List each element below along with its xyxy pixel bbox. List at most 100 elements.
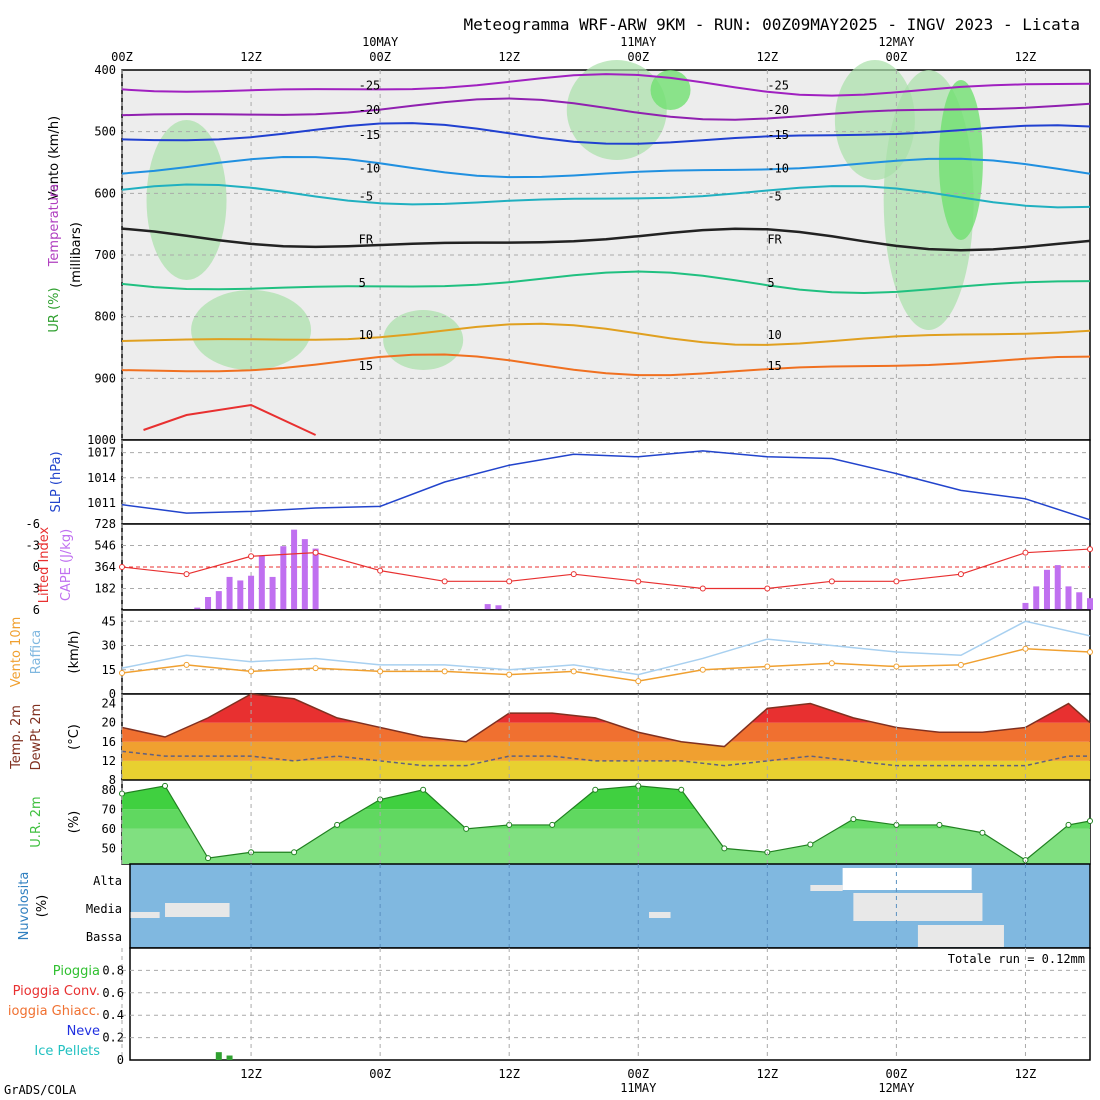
cloud-cover-block [649, 912, 671, 918]
wind-point [119, 670, 125, 676]
slp-tick-label: 1011 [87, 496, 116, 510]
temp2m-label: Temp. 2m [9, 705, 24, 770]
pressure-tick-label: 1000 [87, 433, 116, 447]
chart-title: Meteogramma WRF-ARW 9KM - RUN: 00Z09MAY2… [464, 15, 1081, 34]
raffica-label: Raffica [29, 630, 44, 674]
bottom-time-tick-label: 00Z [886, 1067, 908, 1081]
wind-point [570, 668, 577, 675]
isotherm-label: 15 [359, 359, 373, 373]
isotherm-line [121, 183, 1091, 209]
rh-point [979, 829, 986, 836]
cape-bar [484, 604, 491, 610]
pressure-tick-label: 400 [94, 63, 116, 77]
cloud-cover-block [917, 925, 1004, 947]
top-time-tick-label: 12Z [756, 50, 778, 64]
cloud-cover-block [853, 893, 983, 921]
isotherm-label: -15 [767, 128, 789, 142]
rh-point [721, 845, 728, 852]
alta-label: Alta [93, 874, 122, 888]
rh-point [635, 782, 642, 789]
neve-legend: Neve [67, 1024, 100, 1039]
slp-tick-label: 1017 [87, 446, 116, 460]
isotherm-line [121, 97, 1091, 121]
gust-series-line [121, 620, 1091, 676]
isotherm-label: -20 [359, 103, 381, 117]
cape-bar [1043, 569, 1050, 610]
lifted-tick-label: 0 [33, 560, 40, 574]
precip-tick-label: 0.8 [102, 963, 124, 977]
cape-tick-label: 364 [94, 560, 116, 574]
precip-tick-label: 0.6 [102, 986, 124, 1000]
cape-bar [1087, 598, 1093, 610]
cloud-cover-block [842, 868, 972, 890]
wind-point [1022, 645, 1029, 652]
rh-tick-label: 50 [102, 841, 116, 855]
wind-point [957, 661, 964, 668]
wind10m-panel: 0 15 30 45 [102, 609, 1093, 701]
isotherm-line [143, 403, 317, 436]
lifted-point [764, 585, 771, 592]
bottom-date-label: 12MAY [878, 1081, 915, 1095]
cape-bar [237, 580, 244, 610]
isotherm-line [121, 227, 1091, 252]
slp-label: SLP (hPa) [49, 451, 64, 512]
dewpt2m-label: DewPt 2m [29, 704, 44, 771]
cape-bar [280, 546, 287, 610]
temp-tick-label: 12 [102, 754, 116, 768]
isotherm-label: -5 [767, 189, 781, 203]
cloud-cover-block [810, 885, 843, 891]
cape-bar [495, 605, 502, 610]
top-date-label: 10MAY [362, 35, 399, 49]
lifted-point [377, 567, 384, 574]
isotherm-label: 10 [359, 328, 373, 342]
wind-point [699, 666, 706, 673]
cape-bar [312, 548, 319, 610]
lifted-point [248, 553, 255, 560]
humidity-area [834, 60, 915, 180]
ur-label: UR (%) [47, 287, 62, 332]
clouds-pct-label: (%) [35, 895, 50, 918]
isotherm-line [121, 73, 1091, 97]
vento10-label: Vento 10m [9, 617, 24, 688]
temp-series-line [121, 693, 1091, 748]
pressure-tick-label: 700 [94, 248, 116, 262]
isotherm-label: -10 [767, 162, 789, 176]
cloud-cover-block [165, 903, 230, 917]
upper-air-panel: -25 -25 -20 -20 -15 -15 -10 -10 -5 -5 FR FR 5 5 10 10 15… [87, 60, 1091, 447]
lifted-point [506, 578, 513, 585]
cape-tick-label: 728 [94, 517, 116, 531]
lifted-point [957, 571, 964, 578]
isotherm-line [121, 270, 1091, 295]
media-label: Media [86, 902, 122, 916]
rh-point [162, 782, 169, 789]
cape-tick-label: 546 [94, 539, 116, 553]
totale-run-label: Totale run = 0.12mm [948, 952, 1085, 966]
cape-bar [205, 597, 212, 610]
lifted-point [312, 549, 319, 556]
bottom-time-tick-label: 12Z [756, 1067, 778, 1081]
cape-bar [1033, 586, 1040, 610]
top-time-tick-label: 00Z [111, 50, 133, 64]
ur2m-label: U.R. 2m [29, 796, 44, 847]
footer-credit: GrADS/COLA [4, 1083, 77, 1097]
rh-point [678, 786, 685, 793]
lifted-label: Lifted Index [37, 526, 52, 603]
pressure-tick-label: 500 [94, 125, 116, 139]
isotherm-label: -25 [767, 78, 789, 92]
isotherm-label: FR [767, 233, 782, 247]
lifted-tick-label: -3 [26, 539, 40, 553]
rh-point [205, 855, 212, 862]
bottom-time-tick-label: 12Z [240, 1067, 262, 1081]
isotherm-label: 5 [359, 276, 366, 290]
dewpt-series-line [121, 750, 1090, 767]
kmh-label: (km/h) [67, 631, 82, 674]
precip-panel: 0 0.2 0.4 0.6 0.8 [102, 947, 1091, 1067]
pressure-tick-label: 900 [94, 371, 116, 385]
temp-tick-label: 16 [102, 735, 116, 749]
nuvolosita-label: Nuvolosita [17, 872, 32, 941]
rh-point [850, 816, 857, 823]
temp-tick-label: 24 [102, 697, 116, 711]
lifted-tick-label: 6 [33, 603, 40, 617]
